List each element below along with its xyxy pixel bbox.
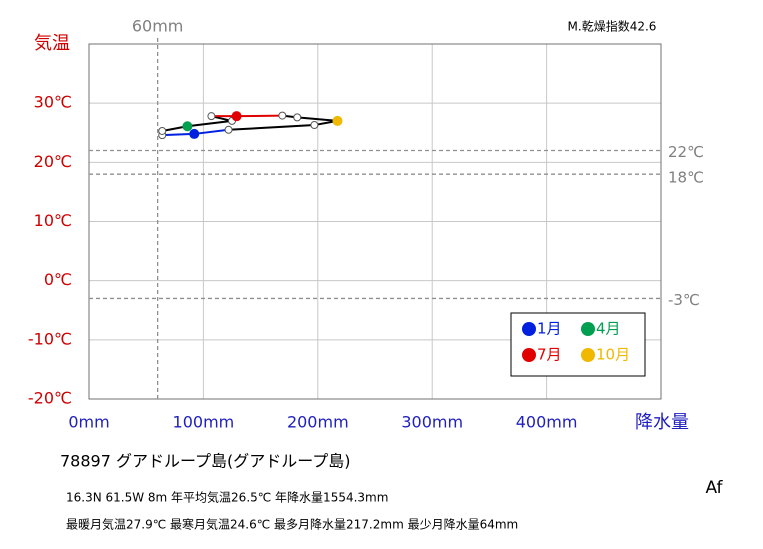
climate-class: Af bbox=[705, 478, 723, 498]
month-point bbox=[310, 121, 319, 130]
climate-segment bbox=[187, 119, 233, 128]
legend-box bbox=[510, 312, 646, 377]
y-tick-label: 10℃ bbox=[34, 211, 72, 230]
info-line: 16.3N 61.5W 8m 年平均気温26.5℃ 年降水量1554.3mm bbox=[66, 490, 388, 505]
legend-label: 4月 bbox=[596, 320, 621, 338]
reference-label: 18℃ bbox=[668, 169, 704, 187]
legend-marker bbox=[522, 322, 536, 336]
x-tick-label: 0mm bbox=[68, 413, 109, 432]
legend-marker bbox=[581, 322, 595, 336]
month-point bbox=[332, 115, 343, 126]
plot-border bbox=[88, 43, 662, 400]
y-tick-label: -20℃ bbox=[28, 389, 72, 408]
x-tick-label: 200mm bbox=[287, 413, 349, 432]
y-axis-title: 気温 bbox=[34, 33, 70, 54]
month-point bbox=[278, 111, 287, 120]
climate-segment bbox=[297, 116, 338, 122]
month-point bbox=[158, 126, 167, 135]
climate-segment bbox=[162, 132, 195, 137]
x-tick-label: 300mm bbox=[401, 413, 463, 432]
reference-label: 22℃ bbox=[668, 143, 704, 161]
reference-label: 60mm bbox=[132, 17, 184, 36]
x-axis-title: 降水量 bbox=[635, 412, 689, 433]
legend-marker bbox=[581, 348, 595, 362]
legend-label: 10月 bbox=[596, 346, 630, 364]
climate-segment bbox=[228, 124, 315, 131]
dryness-index: M.乾燥指数42.6 bbox=[568, 19, 657, 34]
legend-label: 1月 bbox=[537, 320, 562, 338]
y-tick-label: -10℃ bbox=[28, 329, 72, 348]
info-line: 最暖月気温27.9℃ 最寒月気温24.6℃ 最多月降水量217.2mm 最少月降… bbox=[66, 517, 518, 532]
x-tick-label: 400mm bbox=[516, 413, 578, 432]
legend-label: 7月 bbox=[537, 346, 562, 364]
x-tick-label: 100mm bbox=[173, 413, 235, 432]
month-point bbox=[293, 113, 302, 122]
legend-marker bbox=[522, 348, 536, 362]
month-point bbox=[189, 128, 200, 139]
climate-segment bbox=[194, 128, 229, 135]
month-point bbox=[207, 112, 216, 121]
station-title: 78897 グアドループ島(グアドループ島) bbox=[60, 452, 351, 471]
month-point bbox=[224, 125, 233, 134]
climate-segment bbox=[236, 114, 283, 118]
y-tick-label: 30℃ bbox=[34, 93, 72, 112]
reference-label: -3℃ bbox=[668, 291, 700, 309]
month-point bbox=[231, 111, 242, 122]
y-tick-label: 0℃ bbox=[44, 270, 72, 289]
month-point bbox=[182, 121, 193, 132]
y-tick-label: 20℃ bbox=[34, 152, 72, 171]
